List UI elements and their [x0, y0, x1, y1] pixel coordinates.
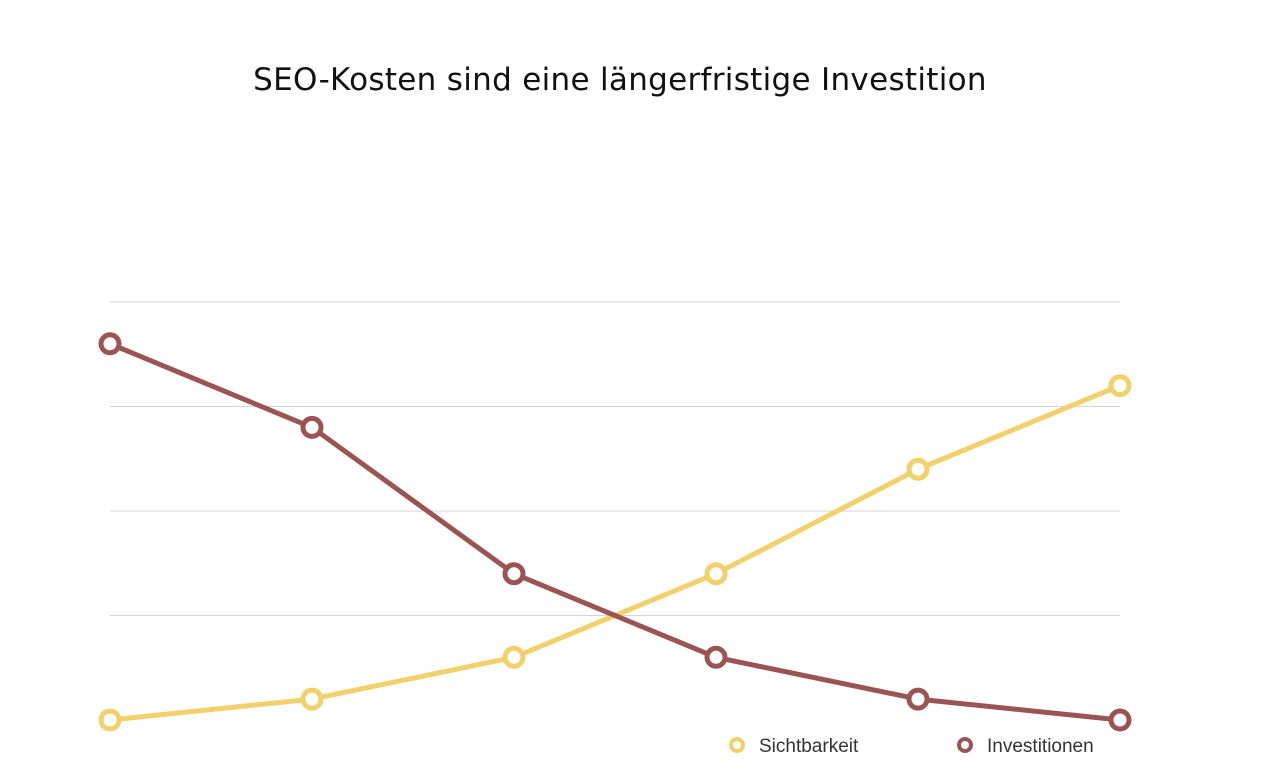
- data-point-sichtbarkeit: [502, 645, 526, 669]
- legend-label-investitionen: Investitionen: [987, 736, 1094, 757]
- gridlines: [110, 301, 1120, 616]
- data-point-sichtbarkeit: [98, 708, 122, 732]
- data-point-sichtbarkeit: [704, 562, 728, 586]
- data-points: [98, 332, 1132, 732]
- data-point-investitionen: [704, 645, 728, 669]
- data-point-investitionen: [502, 562, 526, 586]
- data-point-investitionen: [98, 332, 122, 356]
- legend-marker-investitionen: [957, 737, 973, 753]
- data-point-sichtbarkeit: [906, 457, 930, 481]
- series-line-sichtbarkeit: [107, 383, 1123, 723]
- data-point-sichtbarkeit: [300, 687, 324, 711]
- legend-label-sichtbarkeit: Sichtbarkeit: [759, 736, 859, 757]
- data-point-sichtbarkeit: [1108, 374, 1132, 398]
- series-lines: [107, 341, 1123, 723]
- chart-title: SEO-Kosten sind eine längerfristige Inve…: [253, 62, 987, 98]
- series-line-investitionen: [107, 341, 1123, 723]
- data-point-investitionen: [300, 415, 324, 439]
- data-point-investitionen: [1108, 708, 1132, 732]
- legend-marker-sichtbarkeit: [729, 737, 745, 753]
- data-point-investitionen: [906, 687, 930, 711]
- legend: Sichtbarkeit Investitionen: [729, 736, 1094, 757]
